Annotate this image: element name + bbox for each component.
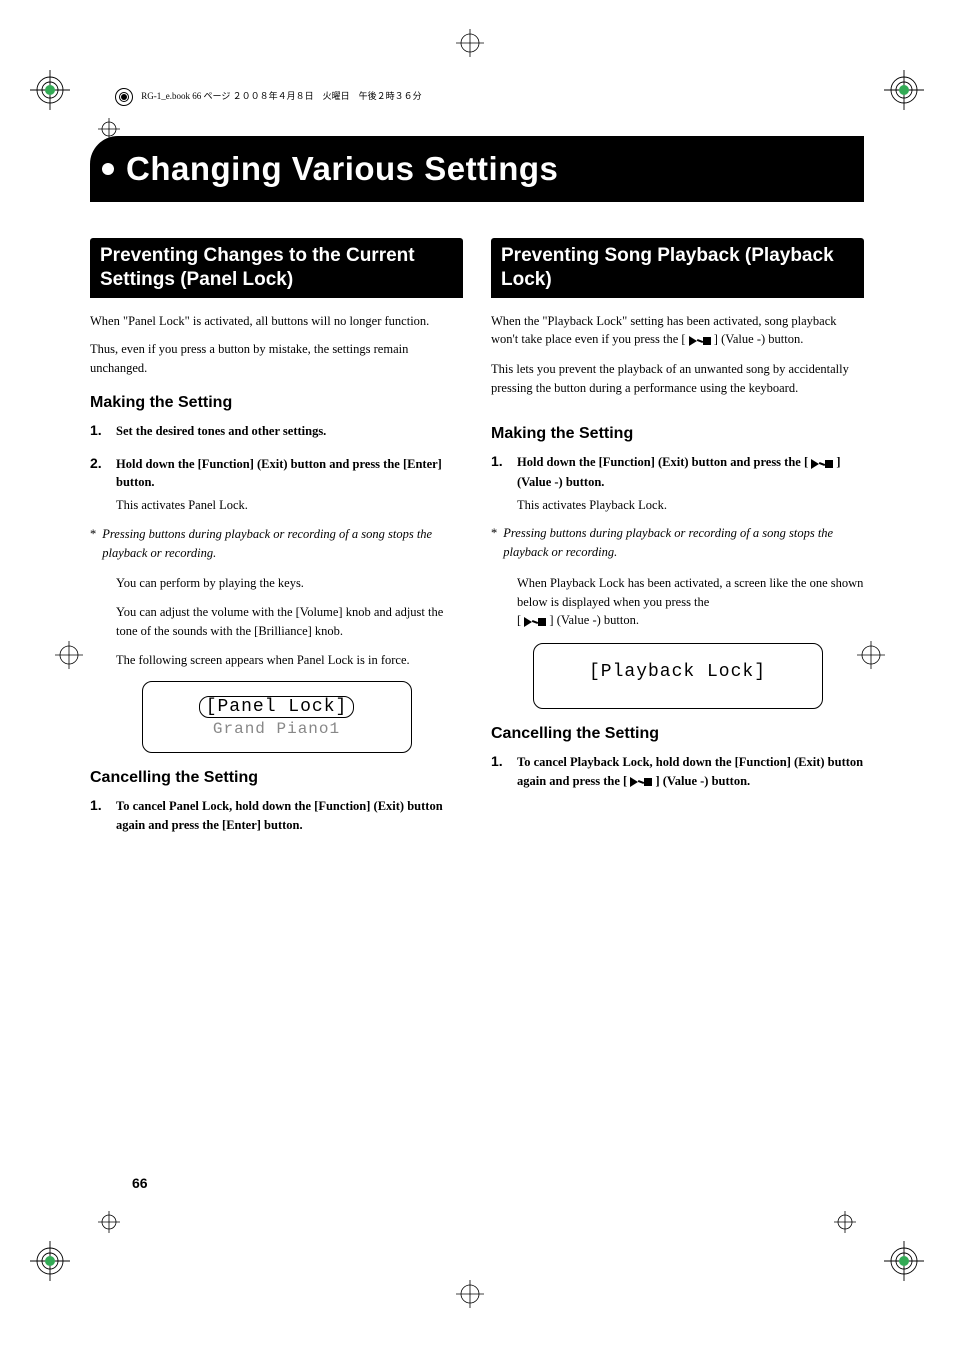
step-number: 2. — [90, 455, 108, 515]
section-title-panel-lock: Preventing Changes to the Current Settin… — [90, 238, 463, 298]
para: When "Panel Lock" is activated, all butt… — [90, 312, 463, 331]
page-content: RG-1_e.book 66 ページ ２００８年４月８日 火曜日 午後２時３６分… — [0, 0, 954, 909]
footnote-text: Pressing buttons during playback or reco… — [102, 525, 463, 563]
step-subtext: This activates Panel Lock. — [116, 496, 463, 515]
section-title-playback-lock: Preventing Song Playback (Playback Lock) — [491, 238, 864, 298]
cancel-step-1: 1. To cancel Panel Lock, hold down the [… — [90, 797, 463, 839]
step-text: Set the desired tones and other settings… — [116, 422, 463, 441]
step-number: 1. — [90, 797, 108, 839]
header-text: RG-1_e.book 66 ページ ２００８年４月８日 火曜日 午後２時３６分 — [141, 91, 421, 101]
heading-cancelling: Cancelling the Setting — [90, 769, 463, 787]
footnote-text: Pressing buttons during playback or reco… — [503, 524, 864, 562]
heading-cancelling: Cancelling the Setting — [491, 725, 864, 743]
cancel-step-1: 1. To cancel Playback Lock, hold down th… — [491, 753, 864, 795]
step-number: 1. — [491, 753, 509, 795]
registration-mark — [834, 1211, 856, 1233]
title-banner: Changing Various Settings — [90, 136, 864, 202]
registration-mark — [882, 1239, 926, 1283]
lcd-line-2: Grand Piano1 — [161, 720, 393, 738]
page-title: Changing Various Settings — [126, 150, 844, 188]
para: When Playback Lock has been activated, a… — [517, 574, 864, 631]
footnote: * Pressing buttons during playback or re… — [491, 524, 864, 562]
para: You can perform by playing the keys. — [116, 574, 463, 593]
registration-mark — [98, 1211, 120, 1233]
step-1: 1. Set the desired tones and other setti… — [90, 422, 463, 445]
step-text: Hold down the [Function] (Exit) button a… — [517, 453, 864, 491]
play-stop-icon — [811, 454, 833, 473]
page-number: 66 — [132, 1175, 148, 1191]
para: When the "Playback Lock" setting has bee… — [491, 312, 864, 350]
step-subtext: This activates Playback Lock. — [517, 496, 864, 515]
registration-mark — [455, 1279, 499, 1323]
lcd-line-1: [Panel Lock] — [199, 696, 355, 718]
header-line: RG-1_e.book 66 ページ ２００８年４月８日 火曜日 午後２時３６分 — [115, 88, 864, 106]
footnote-star: * — [491, 524, 497, 562]
para: The following screen appears when Panel … — [116, 651, 463, 670]
step-2: 2. Hold down the [Function] (Exit) butto… — [90, 455, 463, 515]
header-icon — [115, 88, 133, 106]
step-number: 1. — [90, 422, 108, 445]
play-stop-icon — [524, 612, 546, 631]
step-number: 1. — [491, 453, 509, 514]
para: Thus, even if you press a button by mist… — [90, 340, 463, 378]
registration-mark — [28, 1239, 72, 1283]
right-column: Preventing Song Playback (Playback Lock)… — [491, 238, 864, 849]
heading-making: Making the Setting — [90, 394, 463, 412]
para: This lets you prevent the playback of an… — [491, 360, 864, 398]
lcd-line-1: [Playback Lock] — [552, 662, 804, 682]
para: You can adjust the volume with the [Volu… — [116, 603, 463, 641]
lcd-display: [Playback Lock] — [533, 643, 823, 709]
heading-making: Making the Setting — [491, 425, 864, 443]
footnote-star: * — [90, 525, 96, 563]
columns: Preventing Changes to the Current Settin… — [90, 238, 864, 849]
step-1: 1. Hold down the [Function] (Exit) butto… — [491, 453, 864, 514]
left-column: Preventing Changes to the Current Settin… — [90, 238, 463, 849]
step-text: To cancel Playback Lock, hold down the [… — [517, 753, 864, 791]
play-stop-icon — [689, 331, 711, 350]
play-stop-icon — [630, 772, 652, 791]
footnote: * Pressing buttons during playback or re… — [90, 525, 463, 563]
step-text: To cancel Panel Lock, hold down the [Fun… — [116, 797, 463, 835]
lcd-display: [Panel Lock] Grand Piano1 — [142, 681, 412, 753]
step-text: Hold down the [Function] (Exit) button a… — [116, 455, 463, 493]
